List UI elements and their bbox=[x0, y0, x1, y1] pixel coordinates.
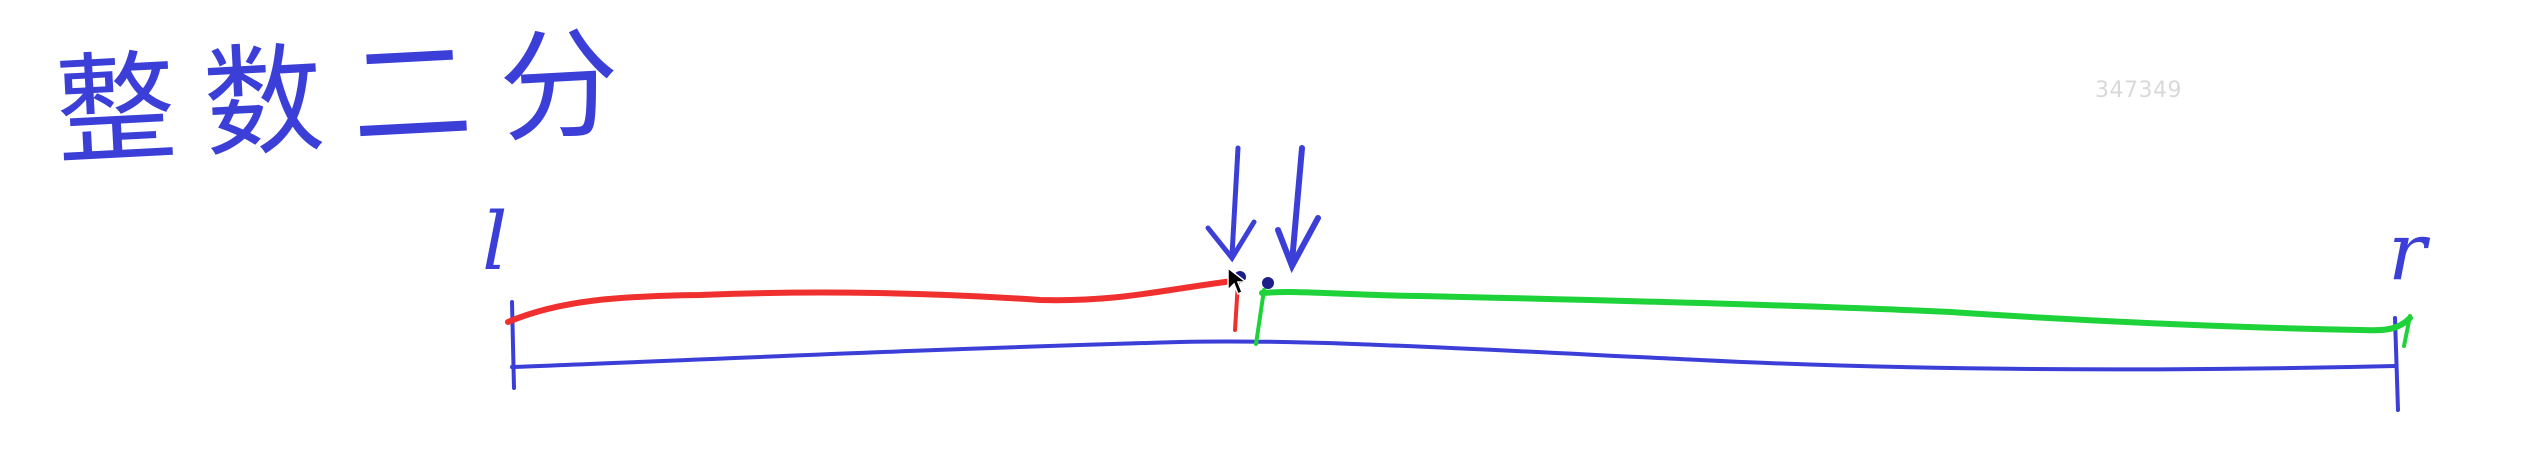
right-bound-label: r bbox=[2388, 205, 2427, 298]
handwritten-title: 整数二分 bbox=[52, 13, 651, 184]
down-arrow-icon bbox=[1205, 145, 1257, 263]
red-segment bbox=[505, 277, 1243, 325]
cursor-arrow-icon bbox=[1227, 266, 1248, 296]
green-boundary-dot bbox=[1262, 277, 1274, 289]
watermark-text: 347349 bbox=[2095, 78, 2182, 103]
down-arrow-icon bbox=[1275, 145, 1321, 274]
green-segment-end-tick bbox=[2402, 314, 2412, 348]
left-endpoint-tick bbox=[510, 300, 516, 390]
interval-base-line bbox=[510, 339, 2397, 372]
green-segment bbox=[1259, 289, 2413, 334]
right-endpoint-tick bbox=[2393, 316, 2400, 412]
green-segment-start-tick bbox=[1254, 288, 1266, 346]
left-bound-label: l bbox=[482, 195, 508, 288]
